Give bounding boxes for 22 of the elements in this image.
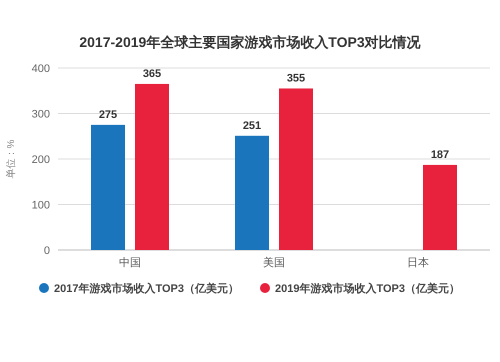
y-tick-label: 300 — [32, 108, 50, 120]
x-tick-label: 日本 — [407, 256, 429, 269]
x-tick-label: 美国 — [263, 256, 285, 269]
y-axis-title: 单位：% — [5, 139, 17, 178]
legend-label: 2017年游戏市场收入TOP3（亿美元） — [54, 282, 239, 295]
data-label: 251 — [242, 120, 262, 132]
y-tick-label: 0 — [44, 245, 50, 257]
chart-title: 2017-2019年全球主要国家游戏市场收入TOP3对比情况 — [79, 34, 422, 50]
x-tick-label: 中国 — [119, 256, 141, 269]
data-label: 365 — [142, 68, 162, 80]
data-label: 187 — [430, 148, 450, 161]
bar — [91, 124, 125, 250]
bar — [279, 88, 313, 250]
legend-label: 2019年游戏市场收入TOP3（亿美元） — [275, 282, 460, 295]
bar — [423, 164, 457, 250]
bar — [235, 136, 269, 250]
bar — [135, 84, 169, 250]
y-tick-label: 100 — [32, 200, 50, 212]
y-tick-label: 400 — [32, 63, 50, 75]
data-label: 275 — [98, 108, 118, 121]
data-label: 355 — [286, 72, 306, 84]
y-tick-label: 200 — [32, 154, 50, 166]
